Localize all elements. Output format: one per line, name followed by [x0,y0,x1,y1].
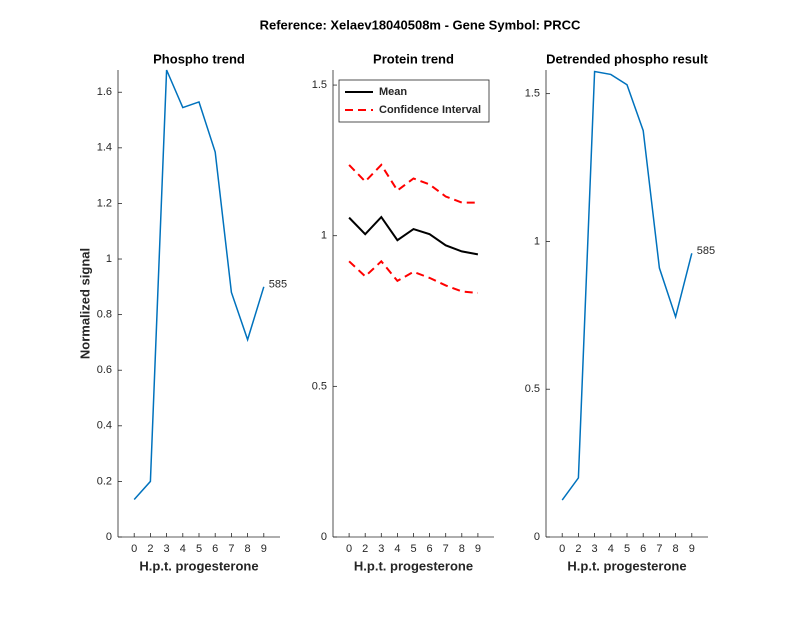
x-tick-label: 7 [228,543,234,555]
x-tick-label: 2 [575,543,581,555]
x-tick-label: 3 [592,543,598,555]
y-tick-label: 1 [321,230,327,242]
x-axis-label: H.p.t. progesterone [139,558,258,573]
x-axis-label: H.p.t. progesterone [354,558,473,573]
y-tick-label: 1.4 [97,142,112,154]
x-tick-label: 9 [475,543,481,555]
legend-label: Mean [379,86,407,98]
data-line [561,70,693,501]
y-tick-label: 1 [106,253,112,265]
x-tick-label: 9 [261,543,267,555]
x-tick-label: 8 [245,543,251,555]
x-tick-label: 8 [459,543,465,555]
x-tick-label: 5 [410,543,416,555]
y-tick-label: 0 [534,531,540,543]
x-tick-label: 2 [147,543,153,555]
x-tick-label: 0 [346,543,352,555]
x-tick-label: 2 [362,543,368,555]
y-tick-label: 0.4 [97,420,112,432]
x-tick-label: 6 [427,543,433,555]
y-tick-label: 0.5 [312,380,327,392]
figure-title: Reference: Xelaev18040508m - Gene Symbol… [260,17,581,32]
y-tick-label: 1.6 [97,86,112,98]
x-tick-label: 4 [394,543,400,555]
x-tick-label: 6 [212,543,218,555]
y-tick-label: 1.5 [312,79,327,91]
y-tick-label: 0 [106,531,112,543]
chart-title: Phospho trend [153,51,245,66]
legend-box [338,79,490,123]
chart-title: Protein trend [373,51,454,66]
y-tick-label: 0.5 [525,383,540,395]
y-tick-label: 1.2 [97,197,112,209]
x-tick-label: 4 [180,543,186,555]
x-tick-label: 4 [608,543,614,555]
x-tick-label: 7 [443,543,449,555]
y-tick-label: 0.8 [97,309,112,321]
y-tick-label: 1 [534,235,540,247]
x-tick-label: 6 [640,543,646,555]
x-tick-label: 7 [656,543,662,555]
y-tick-label: 1.5 [525,88,540,100]
x-tick-label: 5 [196,543,202,555]
data-line [348,259,478,294]
data-line [348,163,478,204]
y-tick-label: 0.2 [97,475,112,487]
annotation: 585 [697,245,715,257]
x-tick-label: 9 [689,543,695,555]
data-line [133,69,265,500]
x-tick-label: 3 [164,543,170,555]
x-tick-label: 0 [131,543,137,555]
y-axis-label: Normalized signal [77,248,92,359]
x-axis-label: H.p.t. progesterone [567,558,686,573]
data-line [348,215,479,256]
chart-title: Detrended phospho result [546,51,708,66]
x-tick-label: 0 [559,543,565,555]
x-tick-label: 5 [624,543,630,555]
x-tick-label: 8 [673,543,679,555]
x-tick-label: 3 [378,543,384,555]
y-tick-label: 0.6 [97,364,112,376]
annotation: 585 [269,279,287,291]
legend-label: Confidence Interval [379,104,481,116]
y-tick-label: 0 [321,531,327,543]
